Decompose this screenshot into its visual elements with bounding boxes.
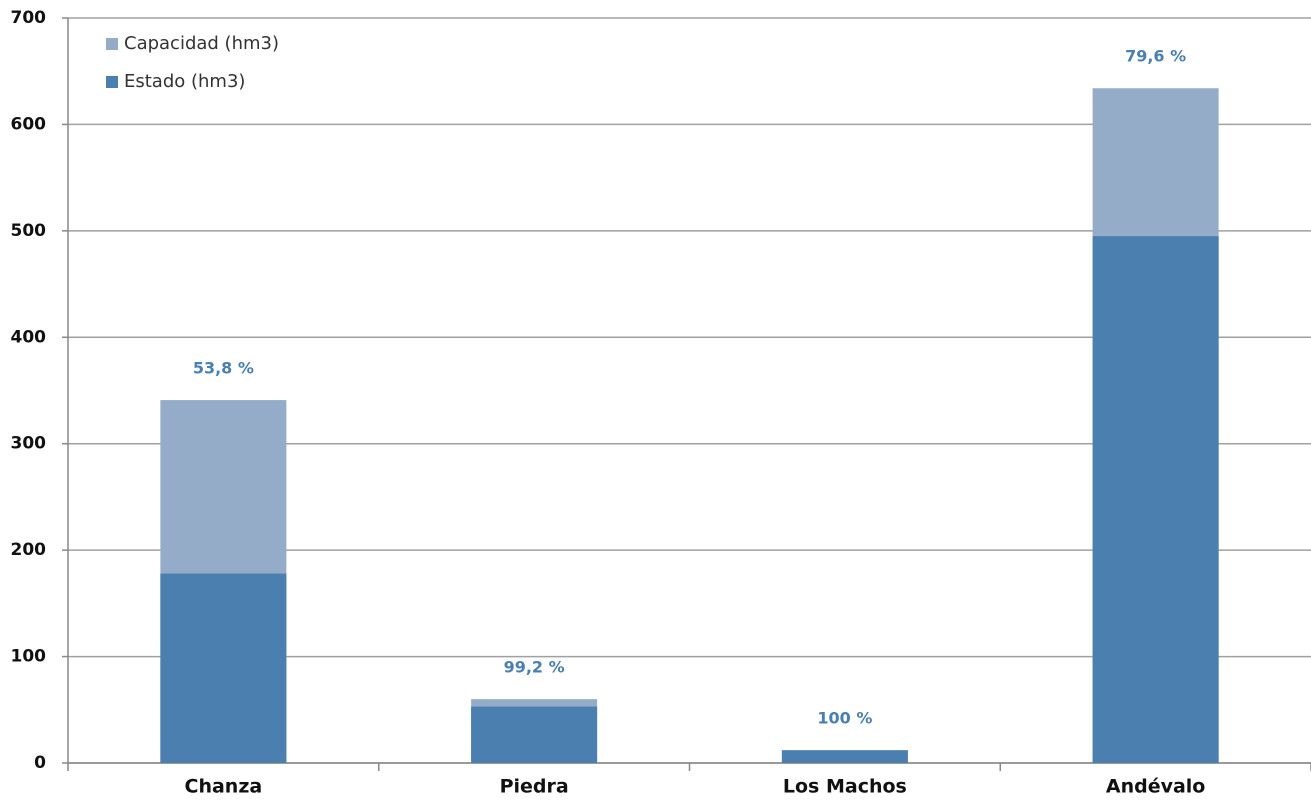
- x-tick-label: Piedra: [500, 776, 569, 798]
- x-tick-label: Andévalo: [1106, 776, 1206, 798]
- annotation: 79,6 %: [1125, 47, 1186, 66]
- y-tick-label: 0: [34, 753, 46, 773]
- bar: [160, 573, 287, 763]
- y-tick-label: 100: [11, 647, 47, 667]
- y-tick-label: 600: [11, 114, 47, 134]
- y-tick-label: 300: [11, 434, 47, 454]
- y-tick-label: 500: [11, 221, 47, 241]
- legend-swatch: [106, 76, 118, 88]
- annotation: 99,2 %: [504, 658, 565, 677]
- y-tick-label: 400: [11, 327, 47, 347]
- annotation: 100 %: [817, 709, 872, 728]
- annotation: 53,8 %: [193, 359, 254, 378]
- legend-label: Capacidad (hm3): [124, 33, 279, 54]
- y-tick-label: 200: [11, 540, 47, 560]
- bar: [471, 706, 598, 763]
- y-tick-label: 700: [11, 8, 47, 28]
- legend-swatch: [106, 38, 118, 50]
- legend-label: Estado (hm3): [124, 71, 245, 92]
- x-tick-label: Chanza: [185, 776, 263, 798]
- bar: [1092, 236, 1219, 763]
- bar: [781, 750, 908, 763]
- x-tick-label: Los Machos: [783, 776, 907, 798]
